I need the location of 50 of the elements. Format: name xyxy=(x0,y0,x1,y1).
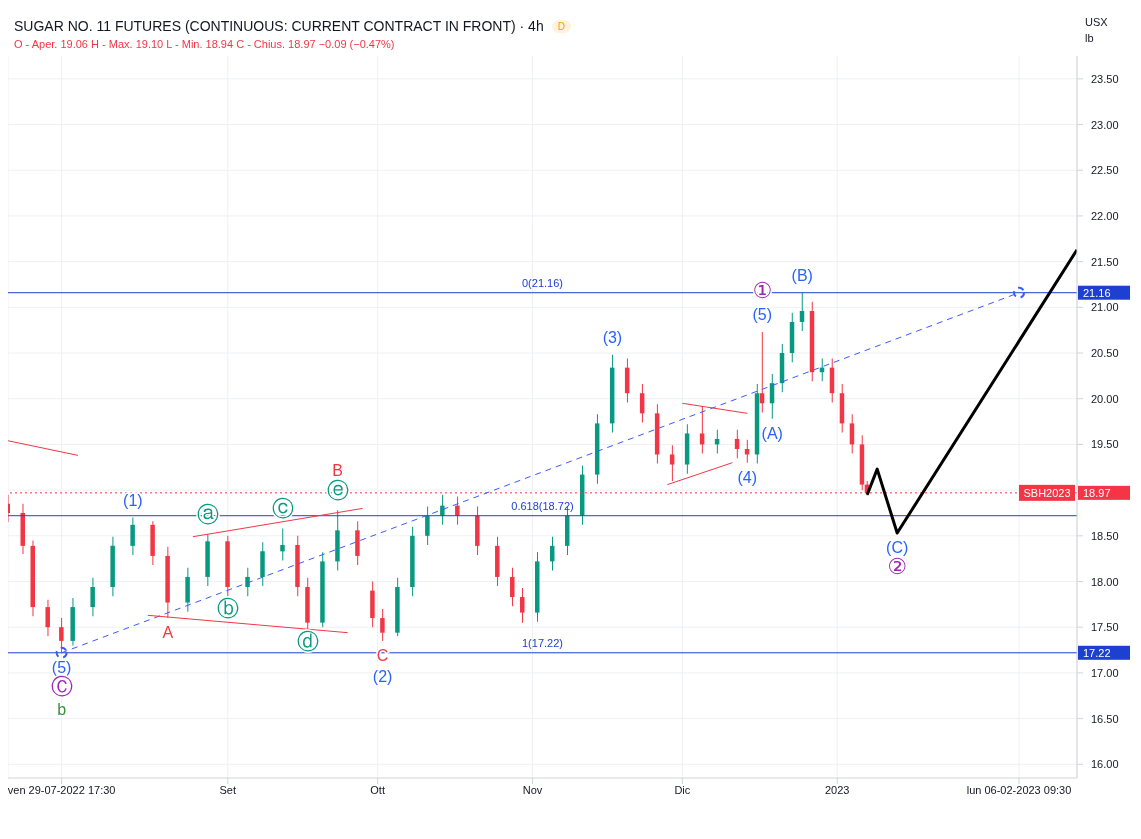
y-tick-label: 18.50 xyxy=(1091,529,1119,542)
x-tick-label: 2023 xyxy=(824,783,850,796)
annotation: (3) xyxy=(602,328,623,346)
y-axis-title: USX lb xyxy=(1085,15,1109,46)
y-tick-label: 23.00 xyxy=(1091,118,1119,131)
text: 17.22 xyxy=(1083,646,1111,659)
annotation: B xyxy=(332,462,344,480)
x-tick-label: ven 29-07-2022 17:30 xyxy=(7,783,116,796)
x-tick-label: Dic xyxy=(674,783,691,796)
annotation: ⓔ xyxy=(326,478,349,504)
text: D xyxy=(551,19,571,33)
y-tick-label: 17.50 xyxy=(1091,621,1119,634)
y-tick-label: 16.00 xyxy=(1091,758,1119,771)
y-tick-label: 16.50 xyxy=(1091,712,1119,725)
y-tick-label: 20.00 xyxy=(1091,392,1119,405)
x-tick-label: Ott xyxy=(370,783,385,796)
y-tick-label: 22.00 xyxy=(1091,209,1119,222)
y-tick-label: 18.00 xyxy=(1091,575,1119,588)
y-tick-label: 21.50 xyxy=(1091,255,1119,268)
y-tick-label: 19.50 xyxy=(1091,438,1119,451)
annotation: ⓒ xyxy=(271,496,294,522)
x-tick-label: Nov xyxy=(522,783,543,796)
annotation: (2) xyxy=(372,667,393,685)
line-series xyxy=(865,248,1077,535)
text: 18.97 xyxy=(1083,486,1111,499)
x-tick-label: lun 06-02-2023 09:30 xyxy=(966,783,1072,796)
y-tick-label: 22.50 xyxy=(1091,164,1119,177)
y-tick-label: 23.50 xyxy=(1091,72,1119,85)
annotation: (5) xyxy=(752,306,773,324)
ref-line-label: SBH2023 xyxy=(1023,486,1071,499)
annotation: (B) xyxy=(791,266,813,284)
annotation: ⓑ xyxy=(216,596,239,622)
ref-line-label: 0(21.16) xyxy=(522,276,563,289)
y-tick-label: 21.00 xyxy=(1091,301,1119,314)
y-tick-label: 17.00 xyxy=(1091,666,1119,679)
annotation: (1) xyxy=(123,491,143,509)
chart-subtitle: O - Aper. 19.06 H - Max. 19.10 L - Min. 18.94 C - Chius. 18.97 −0.09 (−0.47%) xyxy=(14,38,395,50)
annotation: A xyxy=(162,624,174,642)
annotation: b xyxy=(57,700,67,718)
annotation: (5) xyxy=(51,658,72,676)
annotation: (A) xyxy=(761,424,783,442)
chart-title: SUGAR NO. 11 FUTURES (CONTINUOUS: CURRENT CONTRACT IN FRONT) · 4h xyxy=(14,18,544,34)
text: 21.16 xyxy=(1083,286,1111,299)
x-tick-label: Set xyxy=(219,783,237,796)
annotation: ⓓ xyxy=(296,629,319,655)
annotation: (4) xyxy=(737,468,758,486)
annotation: (C) xyxy=(886,539,909,557)
ref-line-label: 1(17.22) xyxy=(522,636,563,649)
ref-line-label: 0.618(18.72) xyxy=(511,499,574,512)
y-tick-label: 20.50 xyxy=(1091,347,1119,360)
